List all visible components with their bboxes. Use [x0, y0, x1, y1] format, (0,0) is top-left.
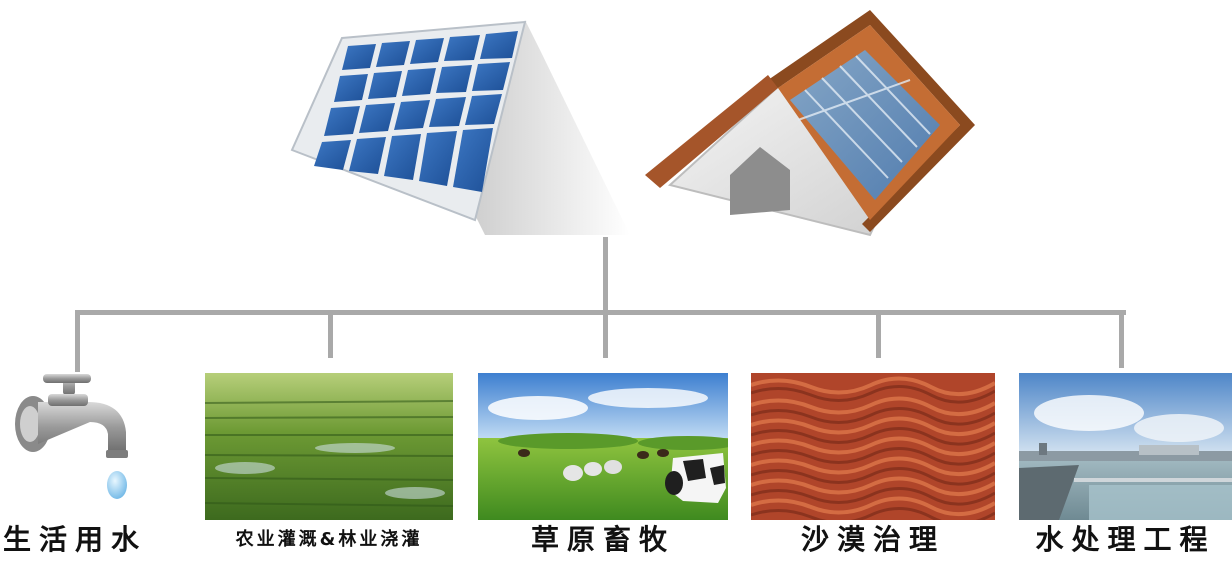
branch-connector-domestic [75, 310, 80, 372]
branch-label-domestic: 生活用水 [2, 523, 147, 556]
horizontal-connector [75, 310, 1126, 315]
solar-panel-icon [290, 20, 630, 235]
rice-field-image [205, 373, 453, 520]
branch-connector-desert [876, 310, 881, 358]
branch-label-desert: 沙漠治理 [800, 523, 945, 556]
branch-connector-grassland [603, 310, 608, 358]
house-roof-solar-icon [645, 10, 975, 237]
pasture-image [478, 373, 728, 520]
branch-label-water-treatment: 水处理工程 [1035, 523, 1216, 556]
branch-label-agriculture: 农业灌溉&林业浇灌 [235, 529, 423, 550]
branch-connector-agriculture [328, 310, 333, 358]
treatment-plant-image [1019, 373, 1232, 520]
branch-connector-water-treatment [1119, 310, 1124, 368]
branch-label-grassland: 草原畜牧 [530, 523, 675, 556]
desert-dunes-image [751, 373, 995, 520]
faucet-icon [15, 374, 128, 499]
trunk-connector [603, 237, 608, 315]
